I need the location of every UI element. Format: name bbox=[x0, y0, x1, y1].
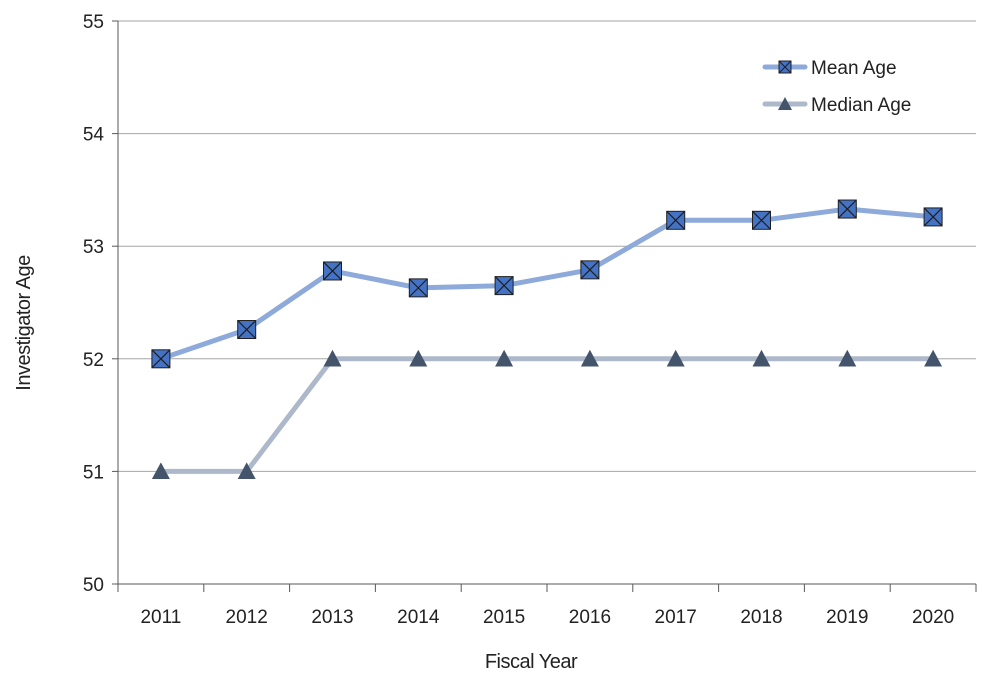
y-tick-label-2: 52 bbox=[83, 350, 104, 371]
series-line-median-age bbox=[158, 356, 936, 474]
data-point-mean-age-2017 bbox=[666, 210, 686, 230]
data-point-median-age-2014 bbox=[409, 349, 428, 367]
data-point-mean-age-2011 bbox=[151, 349, 171, 369]
data-point-median-age-2012 bbox=[237, 462, 256, 480]
legend: Mean Age Median Age bbox=[762, 58, 911, 116]
data-point-mean-age-2016 bbox=[580, 260, 600, 280]
y-tick-label-4: 54 bbox=[83, 125, 105, 146]
data-point-mean-age-2015 bbox=[494, 276, 514, 296]
data-point-mean-age-2014 bbox=[408, 278, 428, 298]
data-point-mean-age-2018 bbox=[752, 210, 771, 230]
y-tick-label-3: 53 bbox=[83, 237, 104, 258]
series-group bbox=[151, 199, 943, 480]
data-point-median-age-2013 bbox=[323, 349, 342, 367]
data-point-mean-age-2020 bbox=[923, 207, 943, 227]
legend-label-median-age: Median Age bbox=[811, 95, 911, 116]
x-axis-title: Fiscal Year bbox=[485, 651, 578, 673]
data-point-median-age-2011 bbox=[151, 462, 170, 480]
x-tick-label-1: 2012 bbox=[226, 607, 268, 628]
data-point-mean-age-2013 bbox=[323, 261, 342, 281]
x-tick-labels: 2011 2012 2013 2014 2015 2016 2017 2018 2019 2020 bbox=[140, 607, 954, 628]
data-point-median-age-2019 bbox=[838, 349, 857, 367]
x-tick-label-6: 2017 bbox=[655, 607, 697, 628]
axes bbox=[112, 20, 977, 592]
x-tick-label-8: 2019 bbox=[826, 607, 868, 628]
y-tick-label-1: 51 bbox=[83, 462, 104, 483]
x-tick-label-4: 2015 bbox=[483, 607, 525, 628]
y-tick-label-0: 50 bbox=[83, 575, 104, 596]
legend-label-mean-age: Mean Age bbox=[811, 58, 897, 79]
x-tick-label-7: 2018 bbox=[740, 607, 782, 628]
series-line-mean-age bbox=[158, 206, 936, 362]
data-point-mean-age-2012 bbox=[237, 320, 257, 340]
data-point-mean-age-2019 bbox=[837, 199, 857, 219]
data-point-median-age-2016 bbox=[580, 349, 599, 367]
data-point-median-age-2017 bbox=[666, 349, 685, 367]
x-tick-label-3: 2014 bbox=[397, 607, 440, 628]
legend-entry-mean-age: Mean Age bbox=[762, 58, 897, 79]
x-tick-label-9: 2020 bbox=[912, 607, 954, 628]
gridlines bbox=[118, 20, 976, 472]
x-tick-label-5: 2016 bbox=[569, 607, 611, 628]
data-point-median-age-2020 bbox=[924, 349, 943, 367]
x-tick-label-0: 2011 bbox=[140, 607, 181, 628]
legend-marker-mean-age bbox=[778, 60, 792, 74]
y-axis-title: Investigator Age bbox=[13, 255, 35, 391]
legend-entry-median-age: Median Age bbox=[762, 95, 911, 116]
x-tick-label-2: 2013 bbox=[311, 607, 353, 628]
y-tick-label-5: 55 bbox=[83, 12, 104, 33]
data-point-median-age-2015 bbox=[495, 349, 514, 367]
y-tick-labels: 50 51 52 53 54 55 bbox=[83, 12, 105, 596]
data-point-median-age-2018 bbox=[752, 349, 771, 367]
legend-marker-median-age bbox=[778, 97, 792, 110]
